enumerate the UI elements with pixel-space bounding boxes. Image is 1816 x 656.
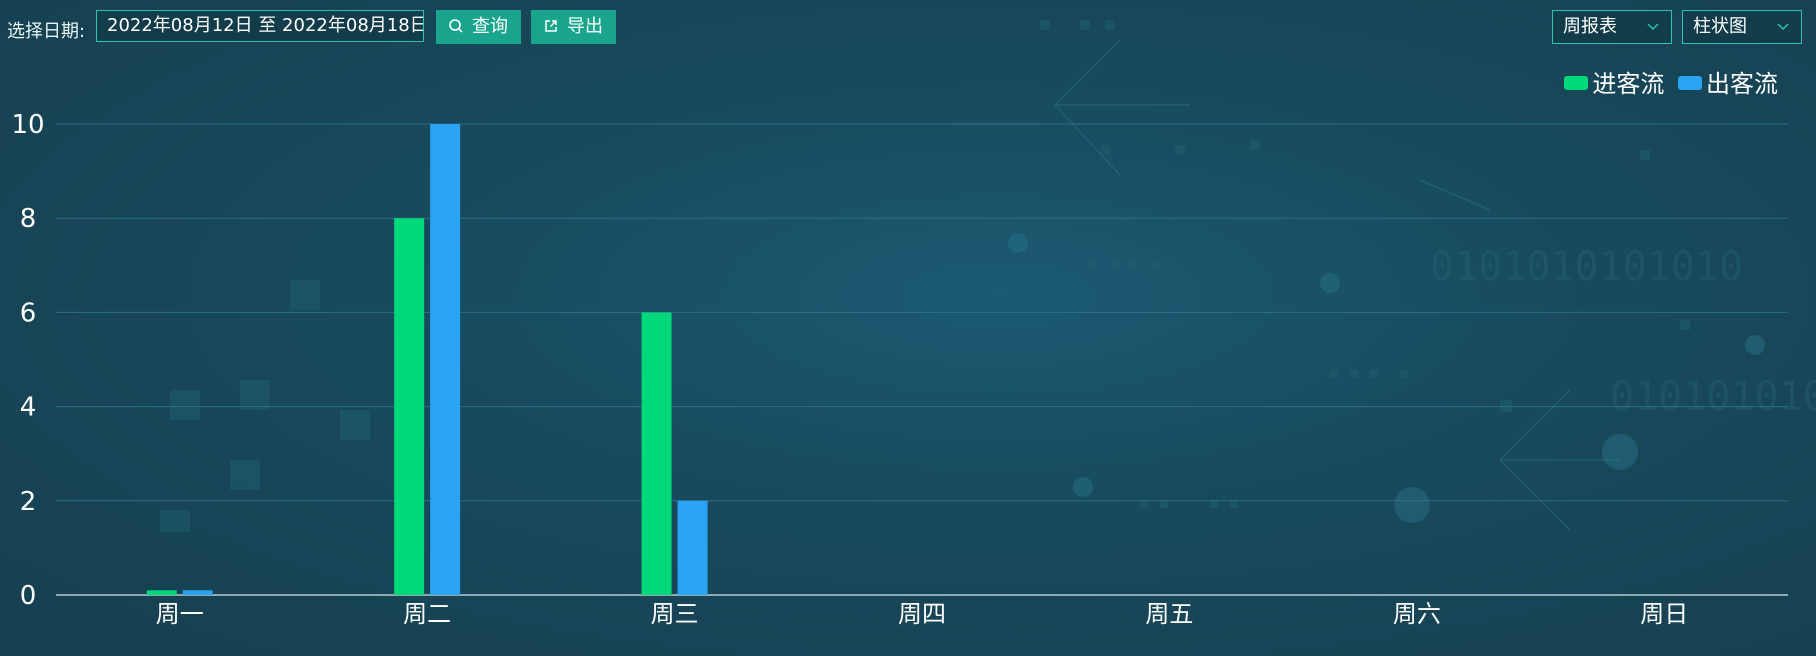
date-label: 选择日期: xyxy=(7,21,86,42)
bar-out-flow xyxy=(182,590,213,595)
export-button[interactable]: 导出 xyxy=(531,10,616,44)
chart-legend[interactable]: 进客流 出客流 xyxy=(1558,64,1778,98)
y-tick-label: 10 xyxy=(11,110,44,140)
x-tick-label: 周六 xyxy=(1393,600,1441,628)
legend-swatch-in-flow xyxy=(1564,76,1589,90)
legend-label-in-flow: 进客流 xyxy=(1592,70,1665,98)
chart-type-value: 柱状图 xyxy=(1693,16,1747,37)
x-tick-label: 周三 xyxy=(651,600,699,628)
chevron-down-icon xyxy=(1647,23,1659,31)
bar-out-flow xyxy=(430,124,461,595)
query-label: 查询 xyxy=(472,16,508,37)
bar-out-flow xyxy=(677,500,708,595)
report-period-select[interactable]: 周报表 xyxy=(1552,10,1672,44)
search-icon xyxy=(449,19,463,33)
x-tick-label: 周一 xyxy=(156,600,204,628)
y-tick-label: 6 xyxy=(20,298,37,328)
y-tick-label: 2 xyxy=(20,487,37,517)
y-tick-label: 4 xyxy=(20,393,37,423)
chevron-down-icon xyxy=(1777,23,1789,31)
query-button[interactable]: 查询 xyxy=(436,10,521,44)
bar-in-flow xyxy=(394,218,425,595)
date-range-picker[interactable]: 2022年08月12日 至 2022年08月18日 xyxy=(96,10,424,42)
report-period-value: 周报表 xyxy=(1563,16,1617,37)
bar-in-flow xyxy=(641,312,672,595)
legend-item-in-flow[interactable]: 进客流 xyxy=(1564,64,1664,99)
legend-swatch-out-flow xyxy=(1678,76,1702,90)
x-tick-label: 周二 xyxy=(403,600,451,628)
y-tick-label: 8 xyxy=(20,204,37,234)
x-tick-label: 周四 xyxy=(898,600,946,628)
x-tick-label: 周五 xyxy=(1145,600,1193,628)
chart-type-select[interactable]: 柱状图 xyxy=(1682,10,1802,44)
external-link-icon xyxy=(545,20,557,32)
bar-in-flow xyxy=(146,590,177,595)
legend-item-out-flow[interactable]: 出客流 xyxy=(1678,64,1778,99)
toolbar: 选择日期: 2022年08月12日 至 2022年08月18日 查询 导出 周报… xyxy=(0,10,1816,44)
y-tick-label: 0 xyxy=(20,581,37,611)
export-label: 导出 xyxy=(567,16,603,37)
legend-label-out-flow: 出客流 xyxy=(1706,70,1778,98)
x-tick-label: 周日 xyxy=(1640,600,1688,628)
